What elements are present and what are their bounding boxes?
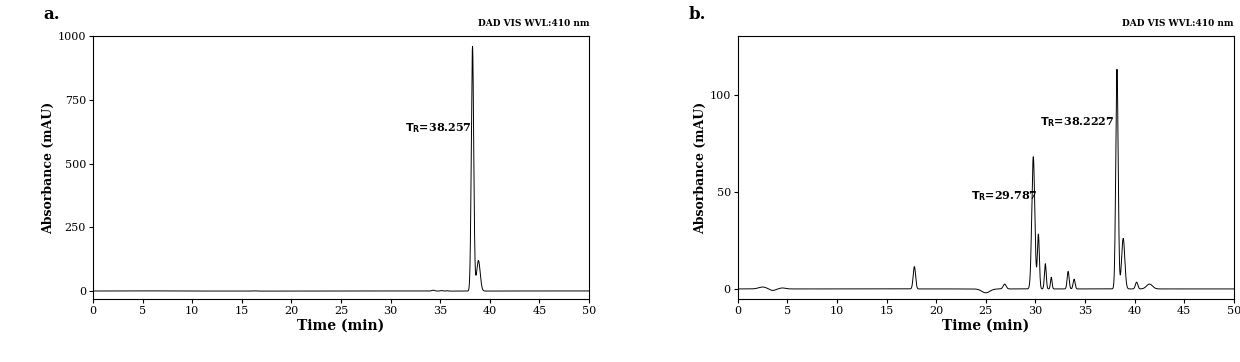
Text: b.: b. bbox=[688, 6, 706, 23]
Text: $\mathbf{T_R}$=29.787: $\mathbf{T_R}$=29.787 bbox=[971, 189, 1038, 202]
Text: $\mathbf{T_R}$=38.257: $\mathbf{T_R}$=38.257 bbox=[405, 121, 472, 135]
X-axis label: Time (min): Time (min) bbox=[942, 318, 1029, 332]
Text: $\mathbf{T_R}$=38.2227: $\mathbf{T_R}$=38.2227 bbox=[1040, 115, 1115, 129]
Y-axis label: Absorbance (mAU): Absorbance (mAU) bbox=[693, 101, 707, 233]
Text: a.: a. bbox=[43, 6, 60, 23]
X-axis label: Time (min): Time (min) bbox=[298, 318, 384, 332]
Y-axis label: Absorbance (mAU): Absorbance (mAU) bbox=[42, 101, 55, 233]
Text: DAD VIS WVL:410 nm: DAD VIS WVL:410 nm bbox=[477, 19, 589, 28]
Text: DAD VIS WVL:410 nm: DAD VIS WVL:410 nm bbox=[1122, 19, 1234, 28]
